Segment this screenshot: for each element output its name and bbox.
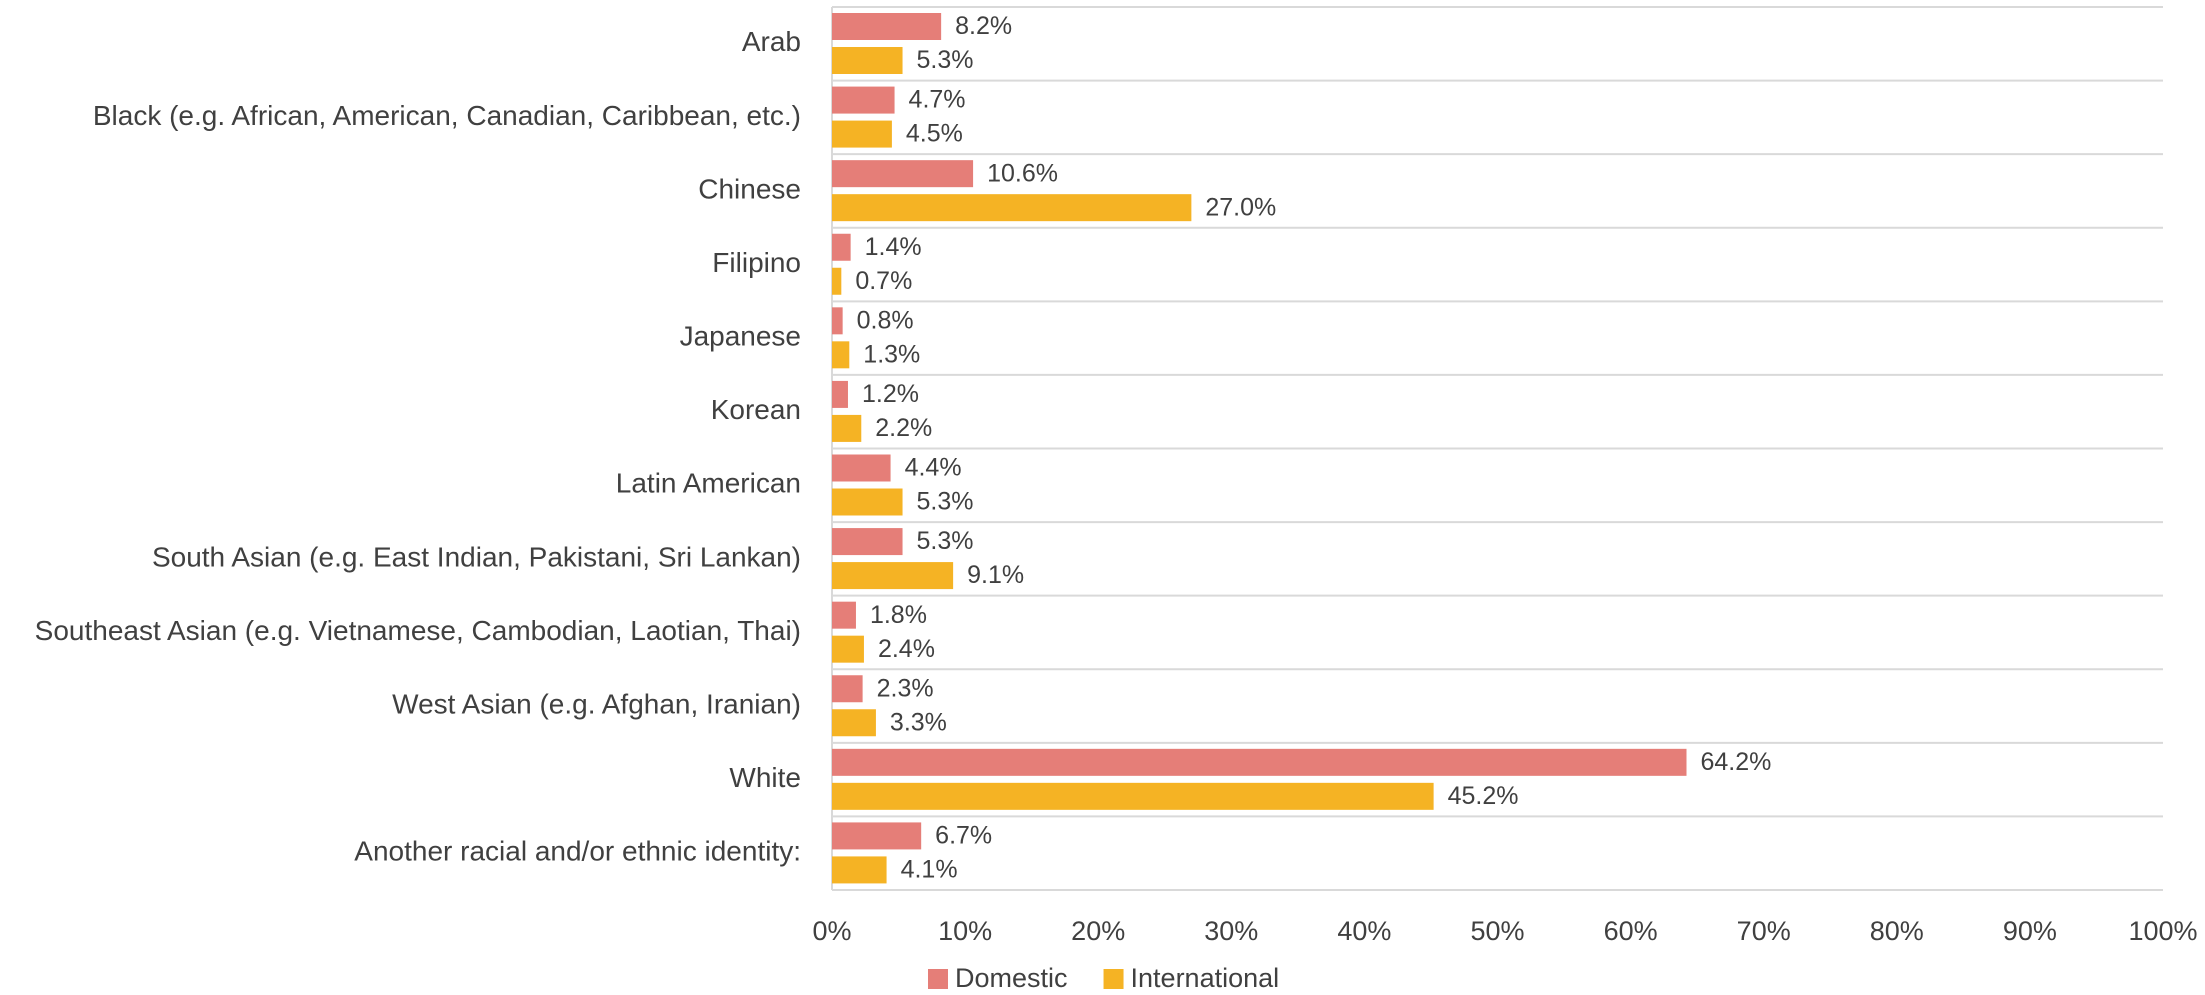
bar [832, 856, 887, 884]
value-label: 1.8% [870, 601, 927, 629]
bar [832, 120, 892, 148]
category-label: Chinese [698, 173, 801, 204]
category-label: Japanese [680, 321, 801, 352]
value-label: 64.2% [1701, 748, 1772, 776]
bar [832, 13, 942, 40]
x-tick-label: 20% [1071, 916, 1125, 946]
value-label: 2.4% [878, 635, 935, 663]
value-label: 0.7% [855, 267, 912, 295]
x-tick-label: 90% [2003, 916, 2057, 946]
bar [832, 709, 876, 737]
category-label: Another racial and/or ethnic identity: [354, 836, 801, 867]
bar [832, 675, 863, 703]
value-label: 1.2% [862, 380, 919, 408]
value-label: 27.0% [1205, 193, 1276, 221]
category-label: Arab [742, 26, 801, 57]
value-label: 2.3% [877, 674, 934, 702]
category-label: Black (e.g. African, American, Canadian,… [93, 100, 801, 131]
value-label: 9.1% [967, 561, 1024, 589]
value-label: 5.3% [917, 488, 974, 516]
bar [832, 194, 1192, 222]
value-label: 5.3% [917, 46, 974, 74]
bar [832, 307, 843, 335]
value-label: 4.4% [905, 454, 962, 482]
legend-swatch [928, 969, 948, 989]
bar [832, 782, 1434, 810]
category-label: Korean [711, 394, 801, 425]
legend-swatch [1103, 969, 1124, 989]
value-label: 1.3% [863, 340, 920, 368]
x-tick-label: 100% [2128, 916, 2197, 946]
value-label: 45.2% [1448, 782, 1519, 810]
bar [832, 822, 922, 850]
x-tick-label: 80% [1870, 916, 1924, 946]
value-label: 10.6% [987, 159, 1058, 187]
category-label: Latin American [616, 468, 801, 499]
category-label: West Asian (e.g. Afghan, Iranian) [392, 688, 801, 719]
bar [832, 601, 856, 629]
bar [832, 341, 850, 369]
bar [832, 380, 848, 408]
value-label: 3.3% [890, 708, 947, 736]
bar [832, 233, 851, 261]
x-tick-label: 30% [1204, 916, 1258, 946]
bar [832, 160, 974, 188]
bar [832, 528, 903, 556]
legend-label: Domestic [955, 963, 1068, 993]
x-tick-label: 40% [1337, 916, 1391, 946]
x-tick-label: 0% [812, 916, 851, 946]
legend-label: International [1131, 963, 1280, 993]
bar [832, 414, 862, 442]
bar [832, 748, 1687, 776]
bar [832, 267, 842, 295]
value-label: 5.3% [917, 527, 974, 555]
x-tick-label: 60% [1604, 916, 1658, 946]
bar [832, 86, 895, 114]
value-label: 4.7% [909, 86, 966, 114]
category-label: South Asian (e.g. East Indian, Pakistani… [152, 541, 801, 572]
value-label: 6.7% [935, 822, 992, 850]
category-label: White [729, 762, 801, 793]
bar [832, 47, 903, 74]
category-label: Filipino [712, 247, 801, 278]
category-label: Southeast Asian (e.g. Vietnamese, Cambod… [35, 615, 801, 646]
value-label: 2.2% [875, 414, 932, 442]
x-tick-label: 50% [1470, 916, 1524, 946]
value-label: 1.4% [865, 233, 922, 261]
value-label: 8.2% [955, 12, 1012, 40]
bar [832, 454, 891, 482]
x-tick-label: 70% [1737, 916, 1791, 946]
x-tick-label: 10% [938, 916, 992, 946]
bar [832, 488, 903, 516]
value-label: 4.5% [906, 120, 963, 148]
value-label: 0.8% [857, 306, 914, 334]
bar [832, 562, 954, 590]
value-label: 4.1% [901, 856, 958, 884]
bar [832, 635, 864, 663]
